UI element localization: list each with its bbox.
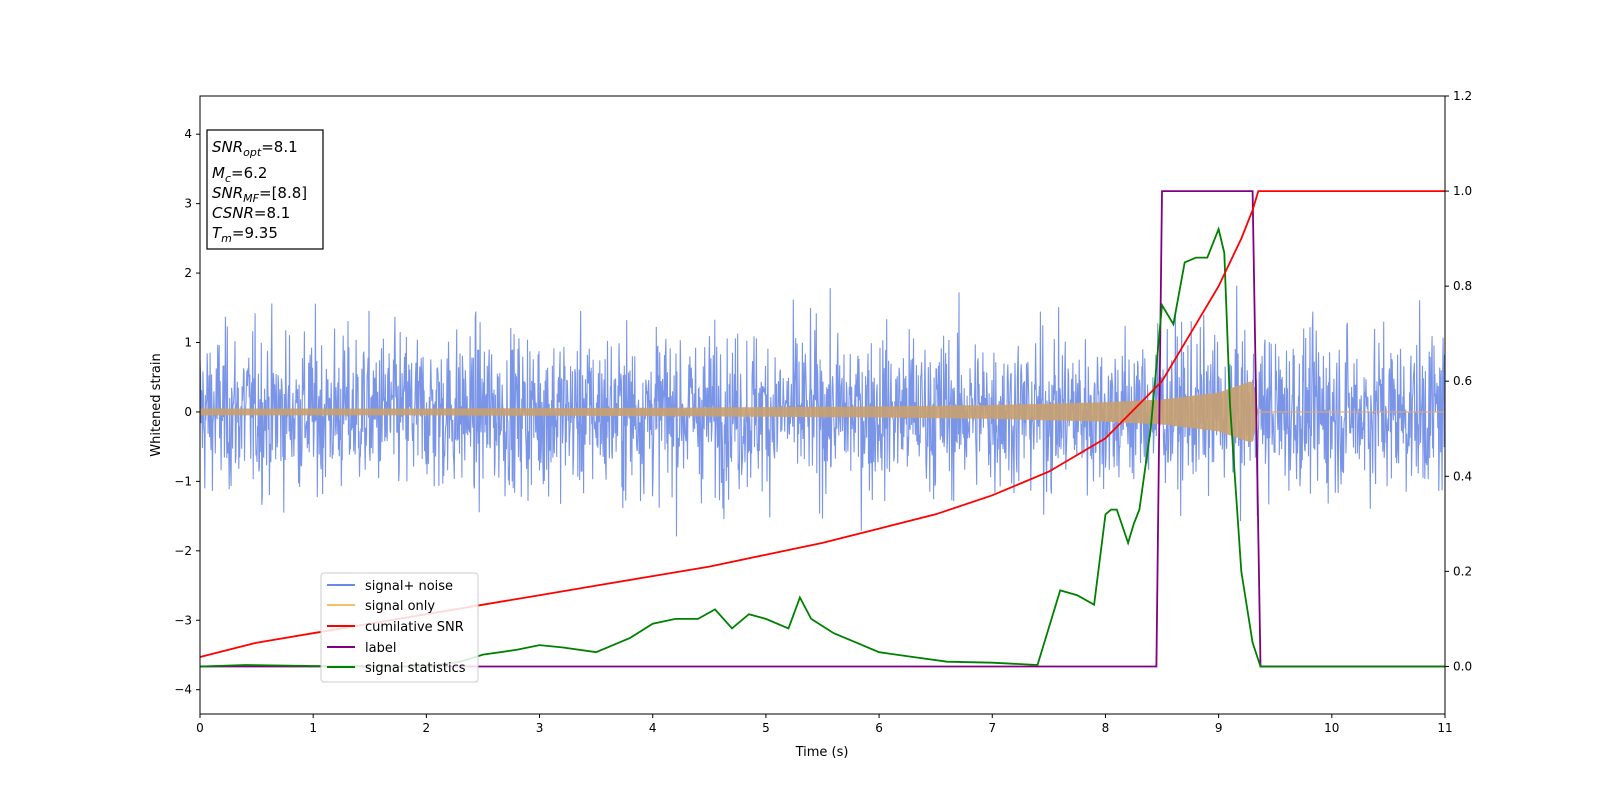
svg-text:signal+ noise: signal+ noise [365, 579, 453, 594]
x-tick-label: 0 [196, 721, 204, 735]
y2-tick-label: 1.0 [1453, 184, 1472, 198]
svg-text:signal only: signal only [365, 599, 435, 614]
svg-text:label: label [365, 641, 396, 656]
y2-tick-label: 0.4 [1453, 469, 1472, 483]
y-tick-label: 0 [184, 405, 192, 419]
svg-text:SNRMF=[8.8]: SNRMF=[8.8] [212, 184, 307, 205]
x-tick-label: 5 [762, 721, 770, 735]
x-tick-label: 3 [536, 721, 544, 735]
x-tick-label: 8 [1102, 721, 1110, 735]
x-axis-ticks: 0 1 2 3 4 5 6 7 8 9 10 11 [196, 714, 1453, 735]
y-axis-label: Whitened strain [149, 353, 164, 456]
svg-text:signal statistics: signal statistics [365, 661, 466, 676]
y2-tick-label: 0.6 [1453, 374, 1472, 388]
info-box: SNRopt=8.1 Mc=6.2 SNRMF=[8.8] CSNR=8.1 T… [206, 129, 324, 250]
series-signal-only [200, 381, 1259, 443]
x-tick-label: 1 [309, 721, 317, 735]
y-tick-label: 2 [184, 266, 192, 280]
svg-text:SNRopt=8.1: SNRopt=8.1 [212, 138, 298, 159]
legend: signal+ noise signal only cumilative SNR… [320, 572, 479, 683]
x-tick-label: 6 [875, 721, 883, 735]
y-tick-label: 3 [184, 197, 192, 211]
series-signal-statistics [199, 226, 1445, 668]
y2-tick-label: 1.2 [1453, 89, 1472, 103]
y-axis-ticks: −4 −3 −2 −1 0 1 2 3 4 [174, 127, 200, 697]
x-tick-label: 7 [988, 721, 996, 735]
legend-item-cumilative-snr: cumilative SNR [327, 620, 464, 635]
y-tick-label: 1 [184, 336, 192, 350]
y2-tick-label: 0.0 [1453, 659, 1472, 673]
legend-item-signal-only: signal only [327, 599, 435, 614]
y-tick-label: 4 [184, 127, 192, 141]
y-tick-label: −1 [174, 474, 192, 488]
x-tick-label: 2 [423, 721, 431, 735]
svg-text:CSNR=8.1: CSNR=8.1 [212, 204, 290, 222]
svg-text:cumilative SNR: cumilative SNR [365, 620, 464, 635]
x-tick-label: 9 [1215, 721, 1223, 735]
y-tick-label: −3 [174, 613, 192, 627]
svg-text:Tm=9.35: Tm=9.35 [212, 224, 278, 245]
y2-axis-ticks: 0.0 0.2 0.4 0.6 0.8 1.0 1.2 [1445, 89, 1472, 673]
svg-text:Mc=6.2: Mc=6.2 [212, 164, 267, 185]
y-tick-label: −2 [174, 544, 192, 558]
x-axis-label: Time (s) [795, 745, 849, 760]
x-tick-label: 4 [649, 721, 657, 735]
x-tick-label: 10 [1324, 721, 1339, 735]
legend-item-signal-statistics: signal statistics [327, 661, 466, 676]
x-tick-label: 11 [1437, 721, 1452, 735]
plot-frame [199, 95, 1446, 715]
legend-item-label: label [327, 641, 396, 656]
legend-item-signal-noise: signal+ noise [327, 579, 453, 594]
y2-tick-label: 0.8 [1453, 279, 1472, 293]
y-tick-label: −4 [174, 683, 192, 697]
y2-tick-label: 0.2 [1453, 564, 1472, 578]
